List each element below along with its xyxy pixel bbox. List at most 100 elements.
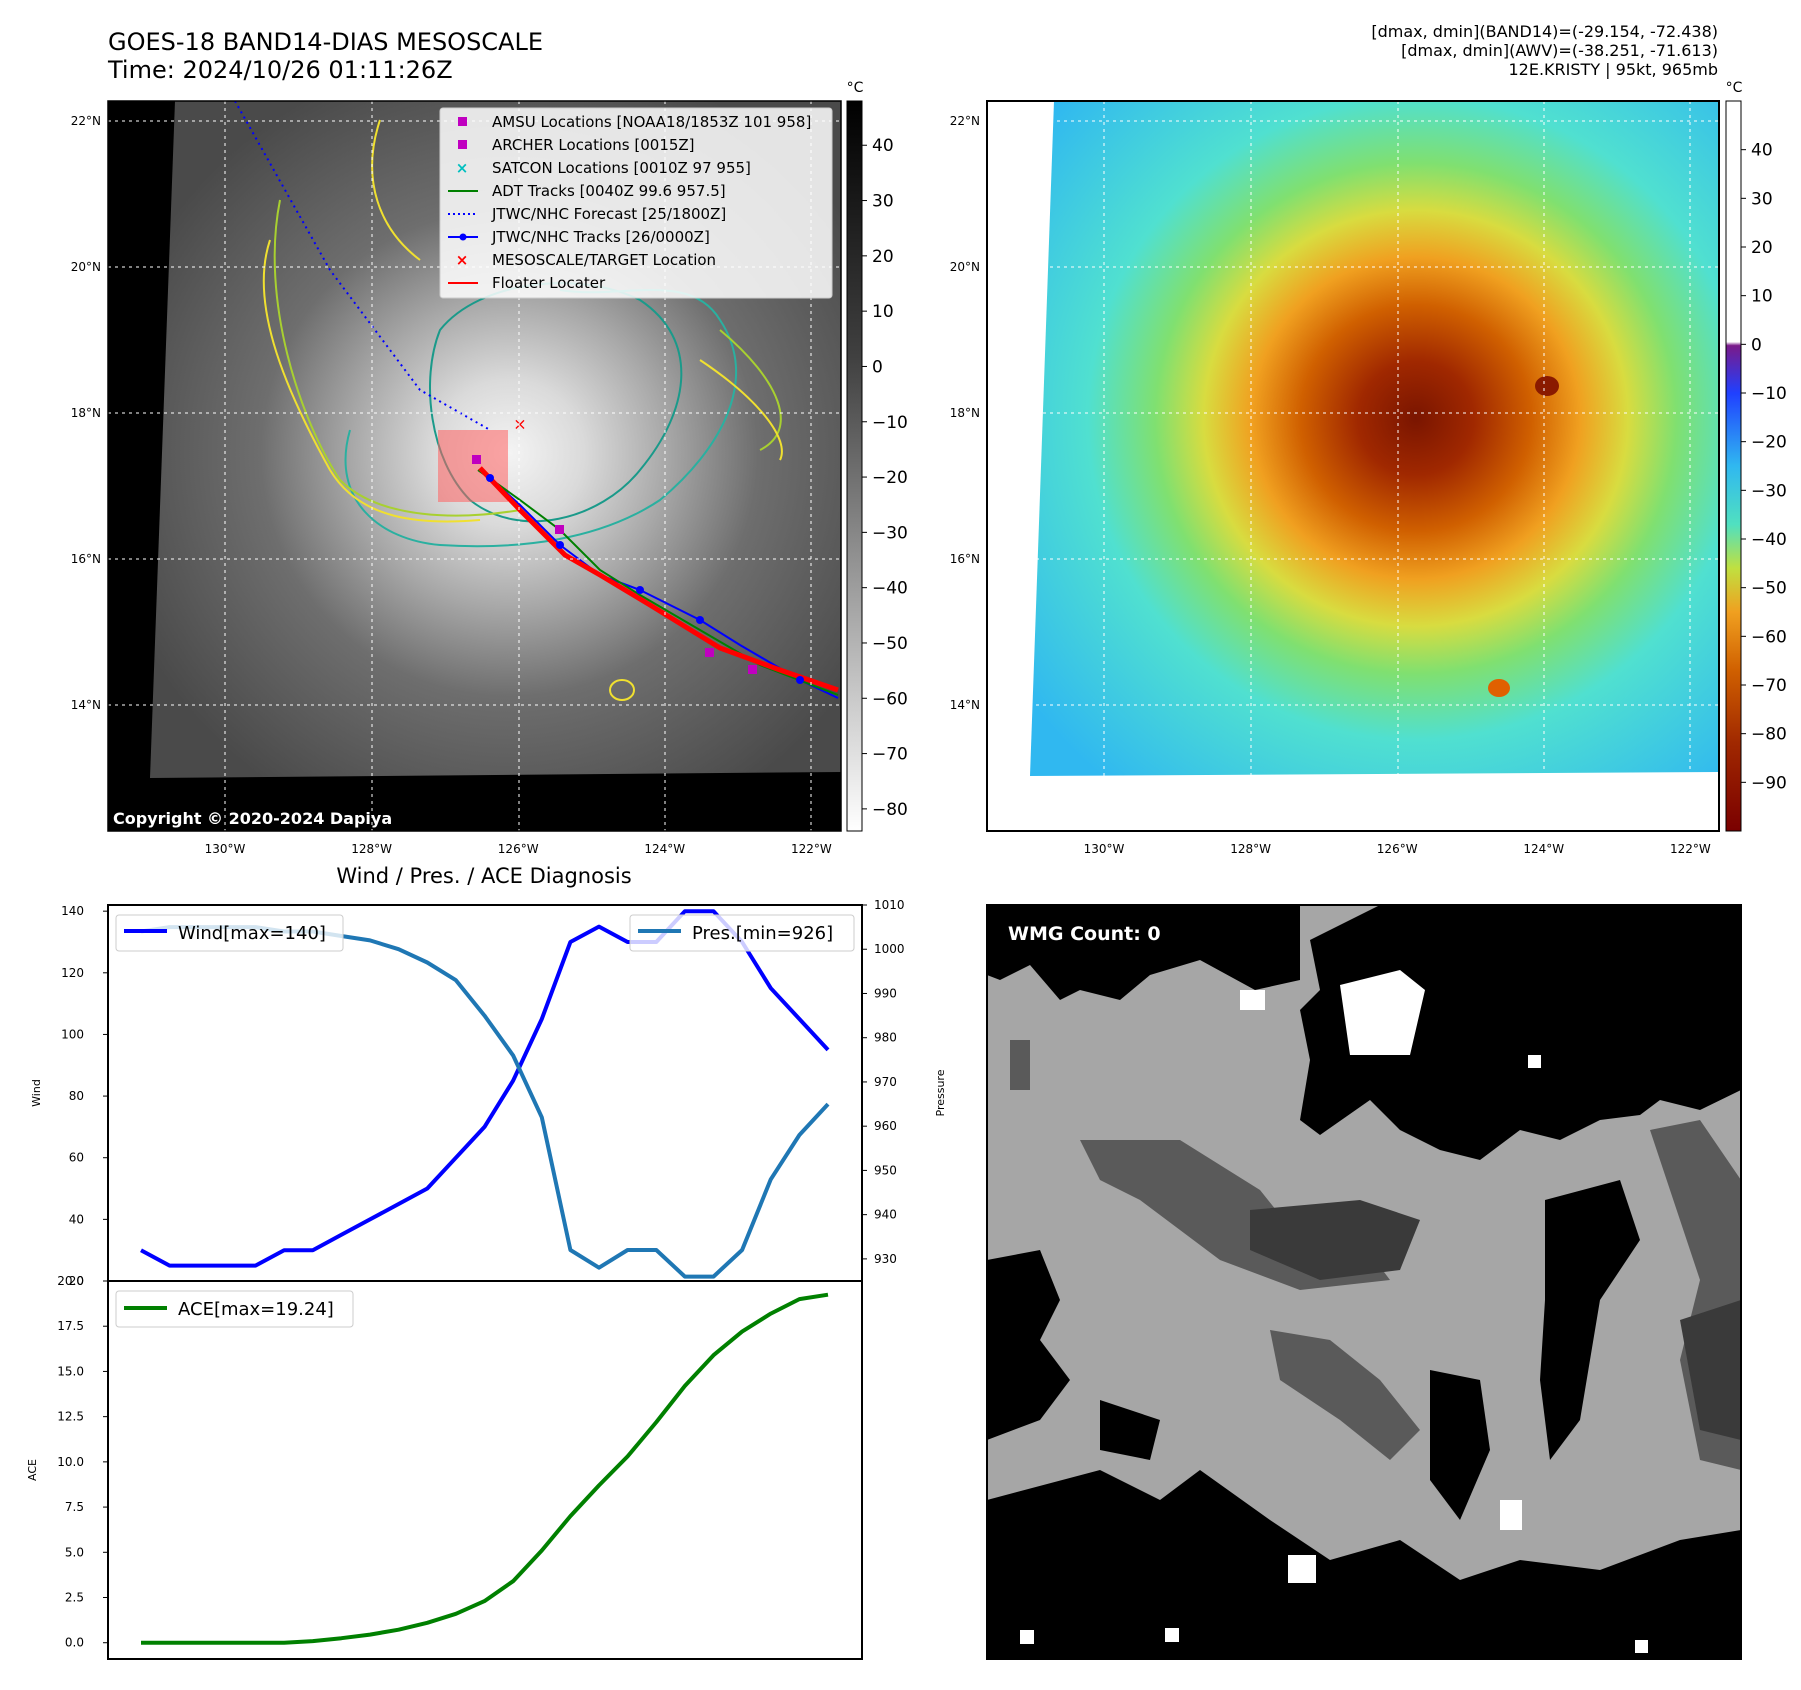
pressure-tick-label: 980	[874, 1031, 897, 1045]
title-line-2: Time: 2024/10/26 01:11:26Z	[108, 56, 453, 84]
legend-label: ADT Tracks [0040Z 99.6 957.5]	[492, 182, 726, 200]
ace-tick-label: 12.5	[57, 1410, 84, 1424]
wind-legend-box	[115, 914, 344, 952]
color-colorbar-tick-label: −50	[1751, 579, 1787, 599]
lon-label: 122°W	[791, 842, 832, 856]
ace-tick-label: 7.5	[65, 1500, 84, 1514]
lon-label: 122°W	[1670, 842, 1711, 856]
wind-tick-label: 20	[69, 1274, 84, 1288]
wind-tick-label: 40	[69, 1212, 84, 1226]
wind-tick-label: 80	[69, 1089, 84, 1103]
gray-colorbar-tick-label: −20	[872, 468, 908, 488]
lon-label: 126°W	[498, 842, 539, 856]
pressure-legend: Pres.[min=926]	[629, 914, 855, 952]
legend-marker-x: ×	[456, 159, 469, 177]
ace-tick-label: 2.5	[65, 1591, 84, 1605]
gray-colorbar-tick-label: 20	[872, 247, 894, 267]
info-line-2: [dmax, dmin](AWV)=(-38.251, -71.613)	[1401, 41, 1718, 60]
map-legend: AMSU Locations [NOAA18/1853Z 101 958] ARC…	[439, 107, 833, 299]
gray-colorbar-tick-label: 40	[872, 136, 894, 156]
gray-colorbar-tick-label: 10	[872, 302, 894, 322]
legend-item: JTWC/NHC Forecast [25/1800Z]	[448, 205, 726, 223]
gray-colorbar-tick-label: −80	[872, 800, 908, 820]
lat-label: 22°N	[71, 114, 101, 128]
floater-box	[438, 430, 508, 502]
legend-item: JTWC/NHC Tracks [26/0000Z]	[448, 228, 710, 246]
wind-legend-label: Wind[max=140]	[178, 923, 326, 944]
ace-tick-label: 15.0	[57, 1364, 84, 1378]
legend-item: ADT Tracks [0040Z 99.6 957.5]	[448, 182, 726, 200]
legend-marker-dot	[459, 233, 467, 241]
color-colorbar-tick-label: −40	[1751, 530, 1787, 550]
copyright-text: Copyright © 2020-2024 Dapiya	[113, 809, 392, 828]
info-line-1: [dmax, dmin](BAND14)=(-29.154, -72.438)	[1371, 22, 1718, 41]
legend-label: JTWC/NHC Tracks [26/0000Z]	[491, 228, 710, 246]
wind-axis-label: Wind	[30, 1079, 43, 1107]
jtwc-points	[486, 474, 804, 684]
contour-yellow	[262, 239, 783, 701]
lon-label: 124°W	[644, 842, 685, 856]
color-colorbar-tick-label: −90	[1751, 773, 1787, 793]
legend-label: SATCON Locations [0010Z 97 955]	[492, 159, 751, 177]
pressure-tick-label: 1010	[874, 898, 905, 912]
legend-marker-square	[458, 117, 467, 126]
legend-item: Floater Locater	[448, 274, 606, 292]
cell-east	[1535, 376, 1559, 396]
gray-colorbar-tick-label: −50	[872, 634, 908, 654]
pressure-tick-label: 970	[874, 1075, 897, 1089]
left-map-frame	[107, 100, 842, 832]
info-line-3: 12E.KRISTY | 95kt, 965mb	[1508, 60, 1719, 79]
lat-label: 16°N	[71, 552, 101, 566]
lat-label: 16°N	[950, 552, 980, 566]
gray-colorbar-tick-label: −70	[872, 745, 908, 765]
wmg-frame	[986, 904, 1742, 1660]
legend-item: AMSU Locations [NOAA18/1853Z 101 958]	[458, 113, 811, 131]
wmg-darkest-regions	[1250, 1200, 1741, 1440]
wind-legend: Wind[max=140]	[115, 914, 344, 952]
legend-label: ARCHER Locations [0015Z]	[492, 136, 695, 154]
wind-tick-label: 60	[69, 1151, 84, 1165]
gray-colorbar-tick-label: −10	[872, 413, 908, 433]
pressure-legend-label: Pres.[min=926]	[692, 923, 833, 944]
ace-tick-label: 0.0	[65, 1636, 84, 1650]
pressure-tick-label: 960	[874, 1119, 897, 1133]
wind-tick-label: 140	[61, 904, 84, 918]
lon-label: 126°W	[1377, 842, 1418, 856]
lat-label: 18°N	[71, 406, 101, 420]
color-ir-map-panel	[987, 101, 1719, 831]
wind-series-line	[140, 909, 830, 1268]
color-colorbar-tick-label: −70	[1751, 676, 1787, 696]
ace-legend-label: ACE[max=19.24]	[178, 1299, 334, 1320]
wmg-white-spots	[1020, 970, 1648, 1653]
gray-colorbar-tick-label: 0	[872, 357, 883, 377]
color-colorbar-tick-label: −20	[1751, 433, 1787, 453]
legend-label: Floater Locater	[492, 274, 606, 292]
color-colorbar-tick-label: −30	[1751, 481, 1787, 501]
lat-label: 20°N	[71, 260, 101, 274]
lat-label: 14°N	[71, 698, 101, 712]
figure-title: GOES-18 BAND14-DIAS MESOSCALE Time: 2024…	[108, 28, 543, 84]
lon-label: 130°W	[205, 842, 246, 856]
pressure-tick-label: 990	[874, 986, 897, 1000]
wind-tick-label: 120	[61, 966, 84, 980]
color-colorbar-tick-label: −10	[1751, 384, 1787, 404]
contour-yellow-north	[371, 119, 421, 261]
gray-colorbar-tick-label: −30	[872, 523, 908, 543]
legend-box	[439, 107, 833, 299]
color-colorbar-tick-label: −60	[1751, 627, 1787, 647]
gray-colorbar-tick-label: −40	[872, 579, 908, 599]
lat-label: 18°N	[950, 406, 980, 420]
color-ir-imagery	[1030, 101, 1719, 776]
pressure-tick-label: 950	[874, 1163, 897, 1177]
pressure-tick-label: 1000	[874, 942, 905, 956]
ace-axis-label: ACE	[26, 1459, 39, 1481]
legend-marker-x: ×	[456, 251, 469, 269]
color-colorbar	[1725, 100, 1742, 832]
color-colorbar-tick-label: 10	[1751, 287, 1773, 307]
ace-tick-label: 5.0	[65, 1545, 84, 1559]
forecast-track	[234, 101, 491, 431]
legend-label: AMSU Locations [NOAA18/1853Z 101 958]	[492, 113, 811, 131]
color-colorbar-tick-label: 40	[1751, 141, 1773, 161]
ace-legend-box	[115, 1290, 354, 1328]
pressure-tick-label: 930	[874, 1252, 897, 1266]
